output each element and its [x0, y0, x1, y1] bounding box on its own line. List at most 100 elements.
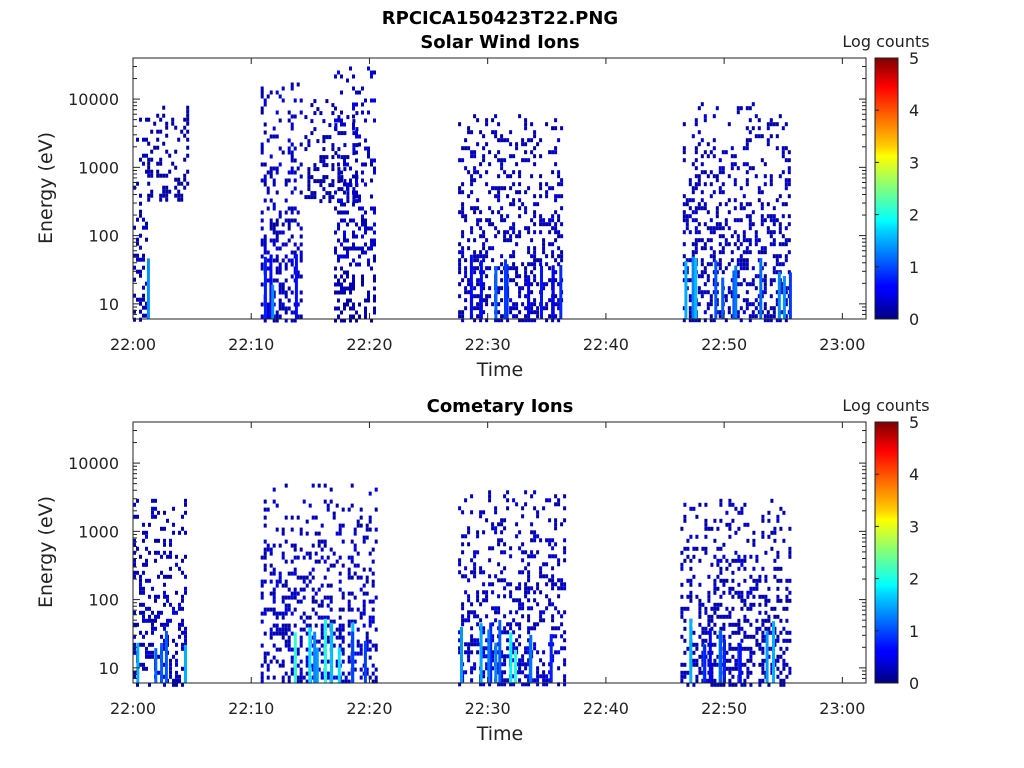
- spectrogram-cell: [266, 547, 270, 552]
- spectrogram-cell: [470, 494, 474, 499]
- spectrogram-cell: [557, 214, 561, 219]
- spectrogram-cell: [331, 111, 335, 116]
- spectrogram-cell: [281, 306, 285, 311]
- spectrogram-cell: [317, 647, 321, 652]
- spectrogram-cell: [464, 166, 468, 171]
- spectrogram-cell: [688, 258, 692, 263]
- spectrogram-streak: [732, 270, 736, 319]
- spectrogram-cell: [761, 514, 765, 519]
- spectrogram-cell: [275, 583, 279, 588]
- spectrogram-cell: [707, 614, 711, 619]
- spectrogram-cell: [142, 590, 145, 595]
- spectrogram-cell: [722, 634, 726, 639]
- spectrogram-cell: [536, 534, 540, 539]
- spectrogram-cell: [364, 306, 367, 311]
- spectrogram-cell: [515, 282, 519, 287]
- spectrogram-cell: [184, 642, 187, 647]
- spectrogram-cell: [163, 526, 166, 531]
- spectrogram-cell: [710, 662, 714, 667]
- spectrogram-cell: [494, 130, 498, 135]
- spectrogram-cell: [527, 590, 531, 595]
- spectrogram-cell: [343, 246, 346, 251]
- spectrogram-cell: [683, 518, 687, 523]
- spectrogram-cell: [497, 286, 501, 291]
- spectrogram-cell: [485, 238, 489, 243]
- spectrogram-cell: [174, 125, 178, 130]
- spectrogram-cell: [527, 186, 531, 191]
- spectrogram-cell: [368, 515, 372, 520]
- spectrogram-cell: [139, 245, 142, 250]
- spectrogram-cell: [136, 257, 139, 262]
- spectrogram-cell: [349, 314, 352, 319]
- spectrogram-cell: [682, 318, 686, 323]
- spectrogram-cell: [473, 566, 477, 571]
- spectrogram-cell: [479, 682, 483, 687]
- spectrogram-streak: [788, 272, 792, 319]
- x-tick-label: 23:00: [819, 335, 865, 354]
- spectrogram-cell: [281, 282, 285, 287]
- spectrogram-cell: [178, 674, 181, 679]
- spectrogram-cell: [296, 591, 300, 596]
- spectrogram-cell: [461, 246, 465, 251]
- spectrogram-cell: [727, 122, 731, 127]
- spectrogram-cell: [686, 646, 690, 651]
- spectrogram-cell: [317, 543, 321, 548]
- spectrogram-cell: [464, 274, 468, 279]
- spectrogram-cell: [332, 563, 336, 568]
- spectrogram-cell: [539, 570, 543, 575]
- spectrogram-cell: [694, 318, 698, 323]
- spectrogram-cell: [776, 518, 780, 523]
- spectrogram-cell: [497, 290, 501, 295]
- spectrogram-cell: [352, 242, 355, 247]
- spectrogram-cell: [718, 314, 722, 319]
- spectrogram-cell: [308, 571, 312, 576]
- spectrogram-cell: [340, 187, 344, 192]
- spectrogram-cell: [467, 146, 471, 151]
- spectrogram-cell: [133, 542, 136, 547]
- spectrogram-cell: [272, 543, 276, 548]
- spectrogram-cell: [500, 678, 504, 683]
- spectrogram-cell: [272, 206, 276, 211]
- spectrogram-cell: [716, 546, 720, 551]
- spectrogram-cell: [694, 242, 698, 247]
- spectrogram-cell: [733, 230, 737, 235]
- spectrogram-cell: [145, 606, 148, 611]
- spectrogram-cell: [364, 138, 367, 143]
- spectrogram-cell: [169, 550, 172, 555]
- spectrogram-cell: [355, 190, 358, 195]
- spectrogram-cell: [278, 246, 282, 251]
- spectrogram-cell: [724, 150, 728, 155]
- spectrogram-cell: [712, 226, 716, 231]
- spectrogram-cell: [730, 154, 734, 159]
- spectrogram-cell: [769, 178, 773, 183]
- spectrogram-cell: [539, 658, 543, 663]
- spectrogram-cell: [181, 606, 184, 611]
- spectrogram-cell: [272, 134, 276, 139]
- spectrogram-cell: [142, 297, 145, 302]
- spectrogram-cell: [703, 266, 707, 271]
- spectrogram-streak: [146, 258, 150, 319]
- spectrogram-cell: [728, 670, 732, 675]
- spectrogram-cell: [299, 162, 303, 167]
- spectrogram-cell: [320, 671, 324, 676]
- spectrogram-cell: [470, 610, 474, 615]
- spectrogram-cell: [701, 638, 705, 643]
- spectrogram-cell: [554, 162, 558, 167]
- spectrogram-cell: [761, 650, 765, 655]
- spectrogram-cell: [728, 610, 732, 615]
- spectrogram-cell: [491, 590, 495, 595]
- spectrogram-cell: [136, 181, 139, 186]
- spectrogram-cell: [497, 230, 501, 235]
- spectrogram-cell: [147, 161, 151, 166]
- spectrogram-cell: [521, 158, 525, 163]
- spectrogram-cell: [343, 158, 346, 163]
- spectrogram-cell: [320, 651, 324, 656]
- spectrogram-cell: [533, 598, 537, 603]
- spectrogram-cell: [563, 674, 567, 679]
- spectrogram-cell: [368, 619, 372, 624]
- spectrogram-cell: [775, 134, 779, 139]
- spectrogram-cell: [740, 558, 744, 563]
- spectrogram-cell: [335, 635, 339, 640]
- spectrogram-cell: [346, 182, 349, 187]
- spectrogram-cell: [340, 198, 343, 203]
